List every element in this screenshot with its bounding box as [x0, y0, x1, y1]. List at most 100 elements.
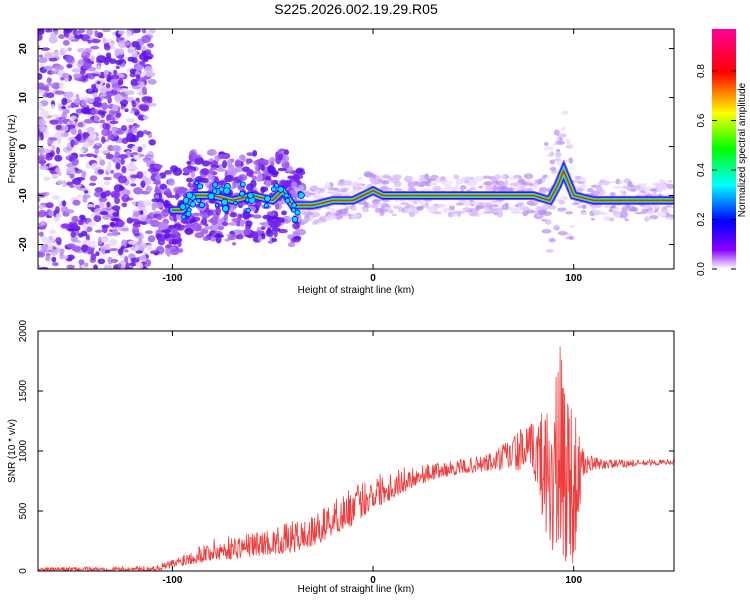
heatmap-cell — [145, 230, 153, 234]
heatmap-cell — [535, 205, 543, 211]
heatmap-cell — [69, 156, 74, 161]
heatmap-cell — [39, 165, 49, 170]
heatmap-cell — [60, 132, 70, 138]
heatmap-cell — [39, 124, 47, 133]
heatmap-cell — [67, 243, 76, 249]
heatmap-cell — [89, 175, 98, 182]
heatmap-cell — [640, 210, 649, 214]
heatmap-cell — [131, 226, 140, 235]
heatmap-cell — [332, 193, 343, 197]
heatmap-cell — [404, 205, 409, 209]
heatmap-cell — [38, 209, 47, 218]
heatmap-cell — [177, 241, 182, 247]
heatmap-cell — [578, 184, 586, 190]
heatmap-cell — [206, 210, 214, 216]
heatmap-cell — [622, 185, 628, 190]
heatmap-cell — [358, 176, 363, 181]
heatmap-cell — [139, 81, 145, 88]
heatmap-cell — [176, 224, 185, 231]
heatmap-cell — [469, 187, 477, 191]
heatmap-cell — [103, 69, 109, 76]
heatmap-cell — [326, 214, 337, 221]
heatmap-cell — [200, 168, 210, 176]
heatmap-cell — [78, 259, 85, 265]
heatmap-cell — [644, 216, 650, 222]
heatmap-cell — [97, 169, 105, 175]
heatmap-cell — [118, 248, 124, 256]
heatmap-cell — [185, 191, 193, 199]
heatmap-cell — [95, 64, 102, 70]
heatmap-cell — [135, 250, 143, 254]
heatmap-cell — [246, 152, 253, 157]
heatmap-cell — [565, 138, 571, 145]
heatmap-cell — [510, 207, 517, 214]
heatmap-cell — [50, 114, 60, 118]
heatmap-cell — [90, 253, 97, 261]
x-tick-label: -100 — [162, 575, 182, 586]
heatmap-cell — [109, 120, 119, 125]
heatmap-cell — [185, 210, 192, 217]
heatmap-cell — [104, 243, 111, 251]
heatmap-cell — [57, 179, 64, 185]
heatmap-cell — [144, 65, 153, 74]
heatmap-cell — [260, 186, 266, 194]
heatmap-cell — [41, 235, 48, 243]
heatmap-cell — [373, 199, 382, 203]
heatmap-cell — [140, 45, 147, 52]
heatmap-cell — [71, 222, 78, 229]
x-tick-label: 0 — [370, 273, 376, 284]
heatmap-cell — [312, 193, 320, 200]
heatmap-cell — [127, 49, 133, 53]
heatmap-cell — [484, 202, 494, 208]
y-tick-label: 20 — [18, 43, 29, 55]
heatmap-cell — [659, 184, 668, 191]
heatmap-cell — [63, 29, 74, 34]
heatmap-cell — [195, 157, 205, 163]
colorbar-tick-label: 0.6 — [696, 113, 707, 127]
heatmap-cell — [131, 152, 139, 156]
heatmap-cell — [99, 86, 108, 94]
heatmap-cell — [476, 202, 487, 205]
heatmap-cell — [209, 223, 218, 233]
heatmap-cell — [189, 218, 197, 223]
heatmap-cell — [526, 200, 535, 206]
heatmap-cell — [99, 196, 108, 203]
heatmap-cell — [38, 250, 46, 258]
heatmap-cell — [139, 104, 150, 112]
heatmap-cell — [48, 243, 54, 251]
heatmap-cell — [454, 184, 459, 190]
heatmap-cell — [212, 181, 219, 188]
heatmap-cell — [45, 29, 53, 33]
heatmap-cell — [111, 205, 121, 212]
heatmap-cell — [110, 190, 120, 199]
heatmap-cell — [462, 206, 471, 213]
heatmap-cell — [131, 125, 138, 134]
heatmap-cell — [305, 218, 313, 222]
heatmap-cell — [291, 216, 299, 223]
heatmap-cell — [134, 244, 139, 252]
heatmap-cell — [51, 173, 59, 178]
heatmap-cell — [557, 133, 567, 138]
heatmap-cell — [544, 219, 552, 225]
heatmap-cell — [455, 178, 463, 185]
heatmap-cell — [556, 148, 561, 153]
heatmap-cell — [549, 151, 555, 157]
heatmap-cell — [273, 230, 278, 238]
heatmap-cell — [103, 264, 113, 269]
heatmap-cell — [485, 185, 493, 191]
heatmap-cell — [119, 99, 129, 107]
heatmap-cell — [46, 92, 55, 99]
heatmap-cell — [548, 205, 557, 210]
heatmap-cell — [38, 146, 45, 154]
heatmap-cell — [70, 102, 76, 109]
heatmap-cell — [223, 187, 231, 195]
heatmap-cell — [568, 225, 575, 228]
heatmap-cell — [182, 197, 190, 204]
heatmap-cell — [264, 195, 271, 202]
heatmap-cell — [90, 55, 95, 62]
heatmap-cell — [444, 183, 452, 190]
heatmap-cell — [153, 164, 163, 169]
heatmap-cell — [295, 174, 300, 184]
heatmap-cell — [614, 213, 620, 219]
heatmap-cell — [101, 136, 106, 144]
